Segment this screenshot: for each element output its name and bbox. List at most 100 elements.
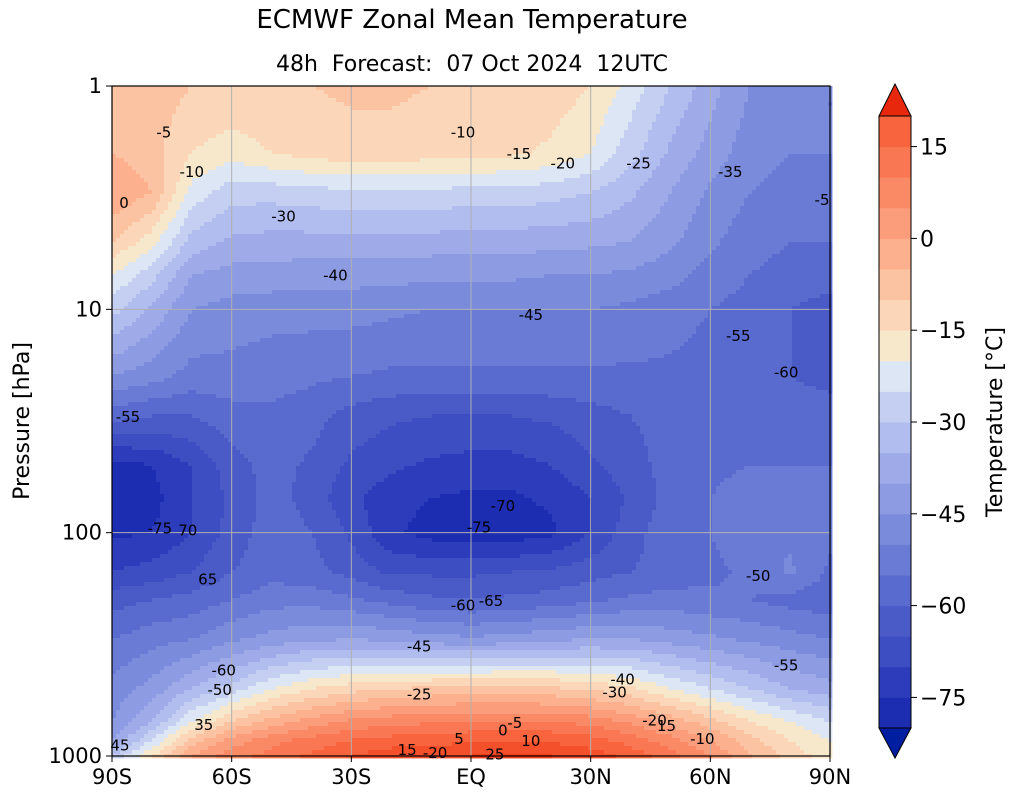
field-cell: [508, 186, 512, 190]
field-cell: [660, 190, 664, 194]
field-cell: [820, 118, 824, 122]
field-cell: [660, 174, 664, 178]
field-cell: [364, 146, 368, 150]
field-cell: [328, 182, 332, 186]
field-cell: [284, 170, 288, 174]
field-cell: [656, 170, 660, 174]
field-cell: [824, 122, 828, 126]
field-cell: [660, 134, 664, 138]
field-cell: [240, 114, 244, 118]
field-cell: [472, 158, 476, 162]
field-cell: [816, 182, 820, 186]
field-cell: [432, 178, 436, 182]
field-cell: [652, 170, 656, 174]
field-cell: [544, 146, 548, 150]
field-cell: [492, 138, 496, 142]
field-cell: [396, 142, 400, 146]
field-cell: [664, 166, 668, 170]
field-cell: [280, 162, 284, 166]
field-cell: [396, 130, 400, 134]
field-cell: [704, 110, 708, 114]
field-cell: [616, 154, 620, 158]
field-cell: [244, 146, 248, 150]
field-cell: [268, 110, 272, 114]
field-cell: [152, 166, 156, 170]
field-cell: [740, 142, 744, 146]
field-cell: [400, 174, 404, 178]
field-cell: [276, 94, 280, 98]
field-cell: [420, 166, 424, 170]
field-cell: [240, 130, 244, 134]
field-cell: [752, 110, 756, 114]
field-cell: [364, 162, 368, 166]
field-cell: [300, 166, 304, 170]
field-cell: [232, 170, 236, 174]
field-cell: [620, 118, 624, 122]
field-cell: [124, 166, 128, 170]
field-cell: [208, 142, 212, 146]
field-cell: [416, 174, 420, 178]
field-cell: [620, 86, 624, 90]
field-cell: [376, 118, 380, 122]
field-cell: [656, 134, 660, 138]
field-cell: [616, 158, 620, 162]
field-cell: [500, 114, 504, 118]
field-cell: [420, 142, 424, 146]
field-cell: [696, 126, 700, 130]
field-cell: [572, 178, 576, 182]
field-cell: [408, 138, 412, 142]
field-cell: [760, 94, 764, 98]
field-cell: [420, 86, 424, 90]
field-cell: [808, 186, 812, 190]
field-cell: [808, 94, 812, 98]
field-cell: [496, 190, 500, 194]
field-cell: [660, 178, 664, 182]
field-cell: [596, 154, 600, 158]
field-cell: [580, 178, 584, 182]
field-cell: [428, 186, 432, 190]
field-cell: [664, 86, 668, 90]
field-cell: [512, 182, 516, 186]
field-cell: [428, 174, 432, 178]
field-cell: [496, 114, 500, 118]
field-cell: [624, 186, 628, 190]
field-cell: [264, 142, 268, 146]
field-cell: [680, 122, 684, 126]
field-cell: [224, 150, 228, 154]
field-cell: [200, 122, 204, 126]
field-cell: [236, 186, 240, 190]
field-cell: [280, 142, 284, 146]
field-cell: [436, 146, 440, 150]
field-cell: [364, 138, 368, 142]
field-cell: [808, 102, 812, 106]
field-cell: [356, 170, 360, 174]
field-cell: [480, 158, 484, 162]
field-cell: [184, 130, 188, 134]
field-cell: [492, 162, 496, 166]
field-cell: [592, 138, 596, 142]
field-cell: [468, 110, 472, 114]
field-cell: [668, 106, 672, 110]
field-cell: [164, 106, 168, 110]
field-cell: [556, 118, 560, 122]
field-cell: [396, 146, 400, 150]
field-cell: [596, 142, 600, 146]
field-cell: [620, 162, 624, 166]
field-cell: [120, 118, 124, 122]
field-cell: [692, 118, 696, 122]
field-cell: [660, 122, 664, 126]
field-cell: [356, 94, 360, 98]
field-cell: [260, 134, 264, 138]
field-cell: [256, 178, 260, 182]
field-cell: [352, 154, 356, 158]
field-cell: [164, 154, 168, 158]
field-cell: [400, 110, 404, 114]
field-cell: [144, 162, 148, 166]
field-cell: [240, 158, 244, 162]
field-cell: [408, 98, 412, 102]
field-cell: [816, 174, 820, 178]
field-cell: [500, 150, 504, 154]
field-cell: [472, 186, 476, 190]
field-cell: [820, 114, 824, 118]
field-cell: [268, 154, 272, 158]
